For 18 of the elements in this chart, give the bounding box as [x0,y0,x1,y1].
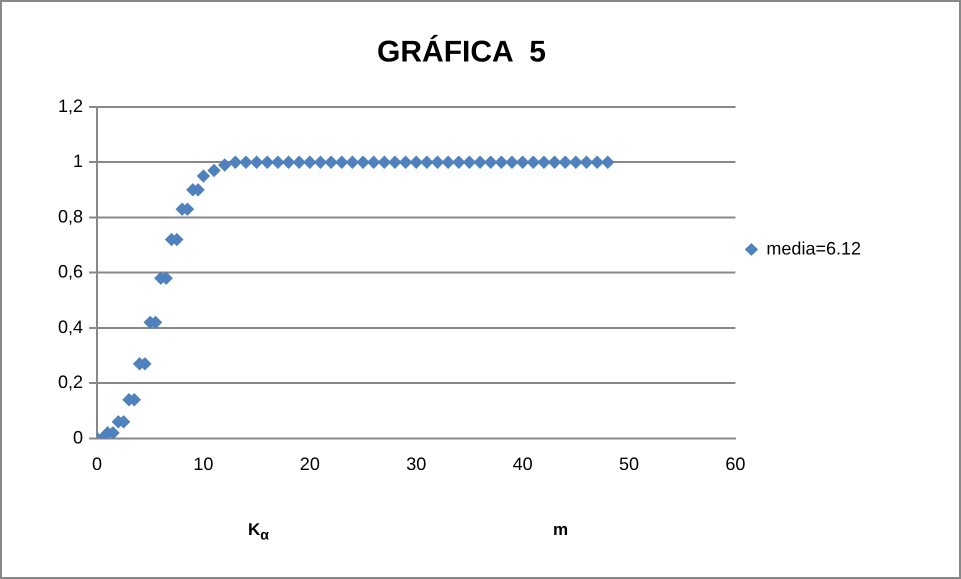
x-axis-title: K$_{α}$ [248,520,269,544]
legend-label: media=6.12 [766,238,862,258]
x-tick-label: 20 [300,454,320,474]
x-tick-label: 50 [619,454,640,474]
y-tick-label: 0,2 [58,372,84,392]
text: m [553,520,568,540]
x-tick-label: 0 [92,454,102,474]
y-tick-label: 1 [73,151,84,172]
y-tick-label: 0,4 [58,316,84,337]
y-tick-label: 0 [73,427,84,448]
x-tick-label: 10 [193,454,214,474]
y-tick-label: 0,6 [58,262,84,282]
x-tick-label: 40 [512,454,533,474]
chart-title: GRÁFICA 5 [377,34,546,68]
x-tick-label: 60 [725,454,746,474]
y-tick-label: 0,8 [58,206,84,226]
y-tick-label: 1,2 [58,96,84,116]
x-tick-label: 30 [406,454,426,474]
